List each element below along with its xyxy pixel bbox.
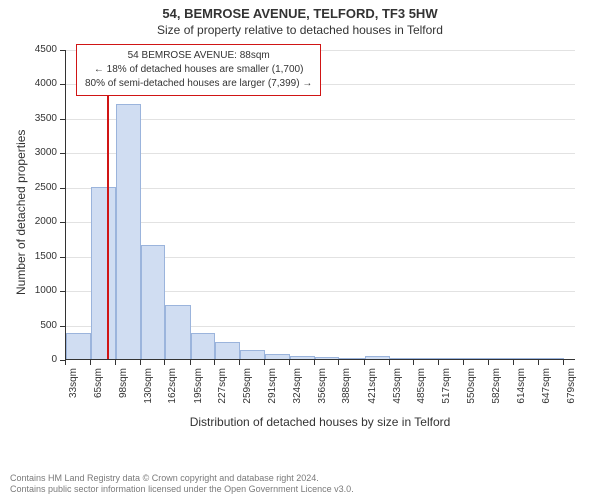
y-tick-label: 4000 <box>0 78 57 89</box>
x-tick-label: 65sqm <box>93 368 104 413</box>
histogram-bar <box>116 104 141 359</box>
histogram-bar <box>265 354 290 360</box>
x-tick-label: 614sqm <box>516 368 527 413</box>
histogram-bar <box>165 305 190 359</box>
x-tick-label: 98sqm <box>118 368 129 413</box>
y-tick-label: 0 <box>0 354 57 365</box>
x-tick-label: 259sqm <box>242 368 253 413</box>
x-tick-label: 162sqm <box>167 368 178 413</box>
x-axis-label: Distribution of detached houses by size … <box>65 415 575 429</box>
histogram-bar <box>489 358 514 359</box>
histogram-bar <box>215 342 240 359</box>
page-title: 54, BEMROSE AVENUE, TELFORD, TF3 5HW <box>0 6 600 21</box>
plot-area <box>65 50 575 360</box>
histogram-bar <box>240 350 265 359</box>
x-tick-label: 33sqm <box>68 368 79 413</box>
histogram-bar <box>414 358 439 359</box>
histogram-bar <box>514 358 539 359</box>
footer-line-2: Contains public sector information licen… <box>10 484 590 496</box>
y-tick-label: 4500 <box>0 44 57 55</box>
x-tick-label: 647sqm <box>541 368 552 413</box>
chart-container: 0 500 1000 1500 2000 2500 3000 3500 4000 4500 33s… <box>0 40 600 440</box>
footer-line-1: Contains HM Land Registry data © Crown c… <box>10 473 590 485</box>
x-tick-label: 130sqm <box>143 368 154 413</box>
histogram-bar <box>315 357 340 359</box>
y-tick-label: 1000 <box>0 285 57 296</box>
x-tick-label: 291sqm <box>267 368 278 413</box>
x-tick-label: 485sqm <box>416 368 427 413</box>
x-tick-label: 550sqm <box>466 368 477 413</box>
x-tick-label: 582sqm <box>491 368 502 413</box>
title-block: 54, BEMROSE AVENUE, TELFORD, TF3 5HW Siz… <box>0 0 600 37</box>
y-tick-label: 1500 <box>0 251 57 262</box>
histogram-bar <box>539 358 564 359</box>
page-subtitle: Size of property relative to detached ho… <box>0 23 600 37</box>
x-tick-label: 453sqm <box>392 368 403 413</box>
histogram-bar <box>439 358 464 359</box>
x-tick-label: 388sqm <box>341 368 352 413</box>
histogram-bar <box>365 356 390 359</box>
x-tick-label: 324sqm <box>292 368 303 413</box>
x-tick-label: 227sqm <box>217 368 228 413</box>
y-tick-label: 2000 <box>0 216 57 227</box>
histogram-bar <box>141 245 166 359</box>
x-tick-label: 356sqm <box>317 368 328 413</box>
info-line-property: 54 BEMROSE AVENUE: 88sqm <box>85 49 312 63</box>
y-tick-label: 3000 <box>0 147 57 158</box>
property-info-box: 54 BEMROSE AVENUE: 88sqm ← 18% of detach… <box>76 44 321 96</box>
histogram-bar <box>390 358 415 359</box>
histogram-bar <box>91 187 116 359</box>
x-tick-label: 679sqm <box>566 368 577 413</box>
info-line-larger: 80% of semi-detached houses are larger (… <box>85 77 312 91</box>
footer-attribution: Contains HM Land Registry data © Crown c… <box>10 473 590 496</box>
info-line-smaller: ← 18% of detached houses are smaller (1,… <box>85 63 312 77</box>
histogram-bar <box>66 333 91 359</box>
histogram-bar <box>290 356 315 359</box>
histogram-bar <box>191 333 216 359</box>
histogram-bar <box>464 358 489 359</box>
y-tick-label: 2500 <box>0 182 57 193</box>
y-axis-label: Number of detached properties <box>14 130 28 295</box>
x-tick-label: 517sqm <box>441 368 452 413</box>
x-tick-label: 421sqm <box>367 368 378 413</box>
y-tick-label: 500 <box>0 320 57 331</box>
x-tick-label: 195sqm <box>193 368 204 413</box>
histogram-bar <box>339 358 364 359</box>
y-tick-label: 3500 <box>0 113 57 124</box>
